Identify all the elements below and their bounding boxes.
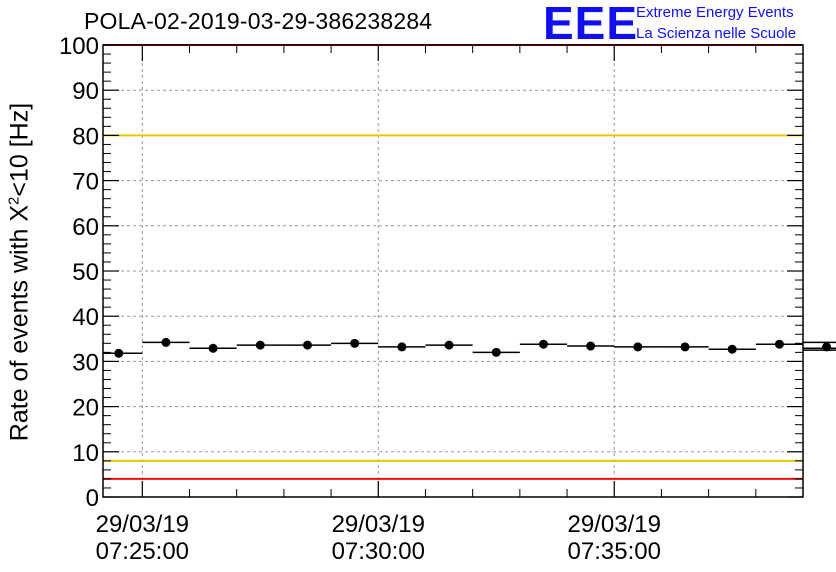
data-point [822,342,832,352]
data-series [103,337,836,358]
x-tick-label-date: 29/03/19 [568,511,661,538]
y-axis-label-tail: <10 [Hz] [5,102,34,197]
grid-lines [103,45,803,497]
data-point [302,340,312,350]
y-tick-label: 50 [72,259,99,286]
y-tick-label: 10 [72,440,99,467]
y-tick-label: 80 [72,123,99,150]
axis-ticks [103,44,803,498]
x-tick-label-date: 29/03/19 [332,511,425,538]
data-point [161,337,171,347]
data-point [774,339,784,349]
data-point [586,341,596,351]
y-axis-label: Rate of events with X2<10 [Hz] [5,103,34,441]
y-tick-label: 20 [72,395,99,422]
reference-lines [103,44,803,480]
data-point [727,344,737,354]
data-point [680,342,690,352]
y-axis-label-main: Rate of events with X [5,204,34,442]
data-point [491,347,501,357]
x-tick-label-time: 07:35:00 [568,538,661,565]
x-tick-label-time: 07:25:00 [96,538,189,565]
data-point [255,340,265,350]
x-tick-label-time: 07:30:00 [332,538,425,565]
y-tick-label: 40 [72,304,99,331]
y-tick-label: 100 [59,33,99,60]
y-tick-label: 60 [72,214,99,241]
y-tick-label: 30 [72,349,99,376]
data-point [114,348,124,358]
logo-subtitle-1: Extreme Energy Events [636,4,794,21]
data-point [633,342,643,352]
y-tick-label: 0 [86,485,99,512]
tick-labels: 010203040506070809010029/03/1907:25:0029… [59,33,661,565]
eee-logo: EEE [543,0,639,49]
data-point [538,339,548,349]
y-tick-label: 70 [72,169,99,196]
y-tick-label: 90 [72,78,99,105]
data-point [397,342,407,352]
logo-subtitle-2: La Scienza nelle Scuole [636,25,797,42]
data-point [350,338,360,348]
data-point [208,343,218,353]
chart-title: POLA-02-2019-03-29-386238284 [84,8,433,34]
x-tick-label-date: 29/03/19 [96,511,189,538]
data-point [444,340,454,350]
y-axis-label-sup: 2 [5,196,23,205]
